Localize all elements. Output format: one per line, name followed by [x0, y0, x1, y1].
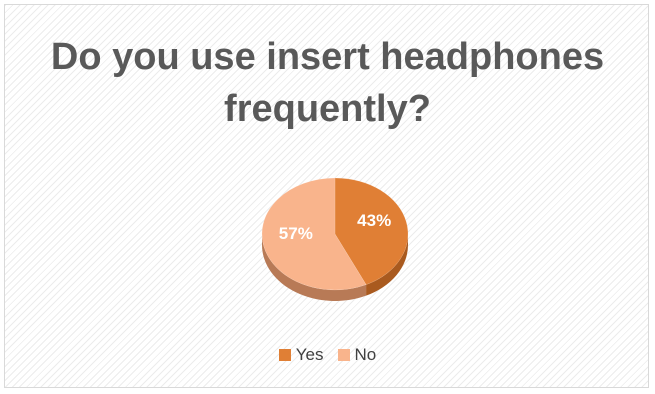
- pie-slice-side-yes: [366, 234, 408, 296]
- chart-area: Do you use insert headphones frequently?…: [4, 4, 649, 388]
- legend-item-no: No: [337, 345, 377, 365]
- pie-slice-yes: [334, 177, 409, 285]
- pie-chart: 43% 57%: [261, 177, 409, 302]
- legend-swatch-no: [337, 349, 350, 361]
- pie-slice-side-no: [262, 234, 367, 302]
- pie-group: 43% 57%: [261, 177, 409, 302]
- legend-swatch-yes: [278, 349, 291, 361]
- chart-title: Do you use insert headphones frequently?: [50, 36, 605, 130]
- legend-item-yes: Yes: [278, 345, 324, 365]
- legend-label-yes: Yes: [295, 345, 324, 364]
- legend-label-no: No: [354, 345, 377, 364]
- legend: Yes No: [5, 345, 650, 365]
- data-label-no: 57%: [279, 224, 313, 243]
- data-label-yes: 43%: [357, 211, 391, 230]
- pie-slice-no: [261, 177, 367, 291]
